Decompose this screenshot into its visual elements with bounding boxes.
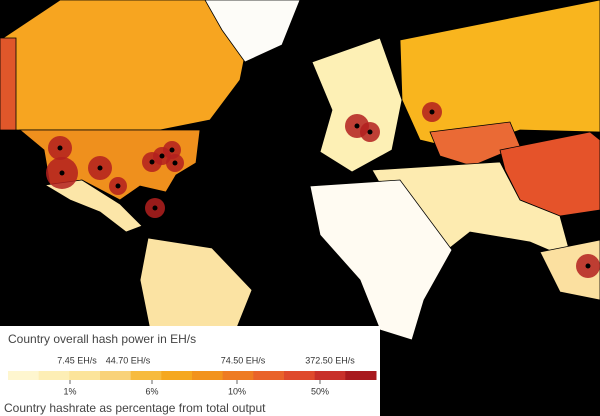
alaska (0, 37, 17, 131)
cluster-center (172, 160, 178, 166)
legend-top-label: 74.50 EH/s (221, 355, 266, 365)
cluster-center (149, 159, 155, 165)
cluster-center (429, 109, 435, 115)
legend-top-label: 372.50 EH/s (305, 355, 355, 365)
color-scale (8, 371, 377, 384)
europe (311, 37, 403, 173)
cluster-center (169, 147, 175, 153)
color-step (284, 371, 316, 380)
cluster-center (585, 263, 591, 269)
mexico (43, 179, 143, 233)
legend-bottom-label: 50% (311, 386, 329, 396)
cluster-center (367, 129, 373, 135)
legend-bottom-label: 1% (63, 386, 76, 396)
color-step (130, 371, 162, 380)
color-step (8, 371, 40, 380)
africa (309, 179, 453, 341)
canada (0, 0, 251, 131)
color-step (314, 371, 346, 380)
color-step (192, 371, 224, 380)
cluster-center (97, 165, 103, 171)
legend-top-label: 7.45 EH/s (57, 355, 97, 365)
cluster-center (59, 170, 65, 176)
legend-caption: Country hashrate as percentage from tota… (4, 401, 266, 415)
legend-bottom-label: 10% (228, 386, 246, 396)
cluster-center (152, 205, 158, 211)
legend-bottom-label: 6% (145, 386, 158, 396)
cluster-center (57, 145, 63, 151)
color-step (161, 371, 193, 380)
mining-clusters (46, 102, 600, 278)
legend-title: Country overall hash power in EH/s (8, 332, 196, 346)
cluster-center (159, 153, 165, 159)
cluster-center (354, 123, 360, 129)
color-step (38, 371, 70, 380)
color-step (222, 371, 254, 380)
legend-top-label: 44.70 EH/s (106, 355, 151, 365)
color-step (69, 371, 101, 380)
color-step (100, 371, 132, 380)
color-step (345, 371, 377, 380)
color-step (253, 371, 285, 380)
kazakhstan (429, 121, 521, 167)
greenland (204, 0, 301, 63)
cluster-center (115, 183, 121, 189)
china (499, 131, 600, 217)
